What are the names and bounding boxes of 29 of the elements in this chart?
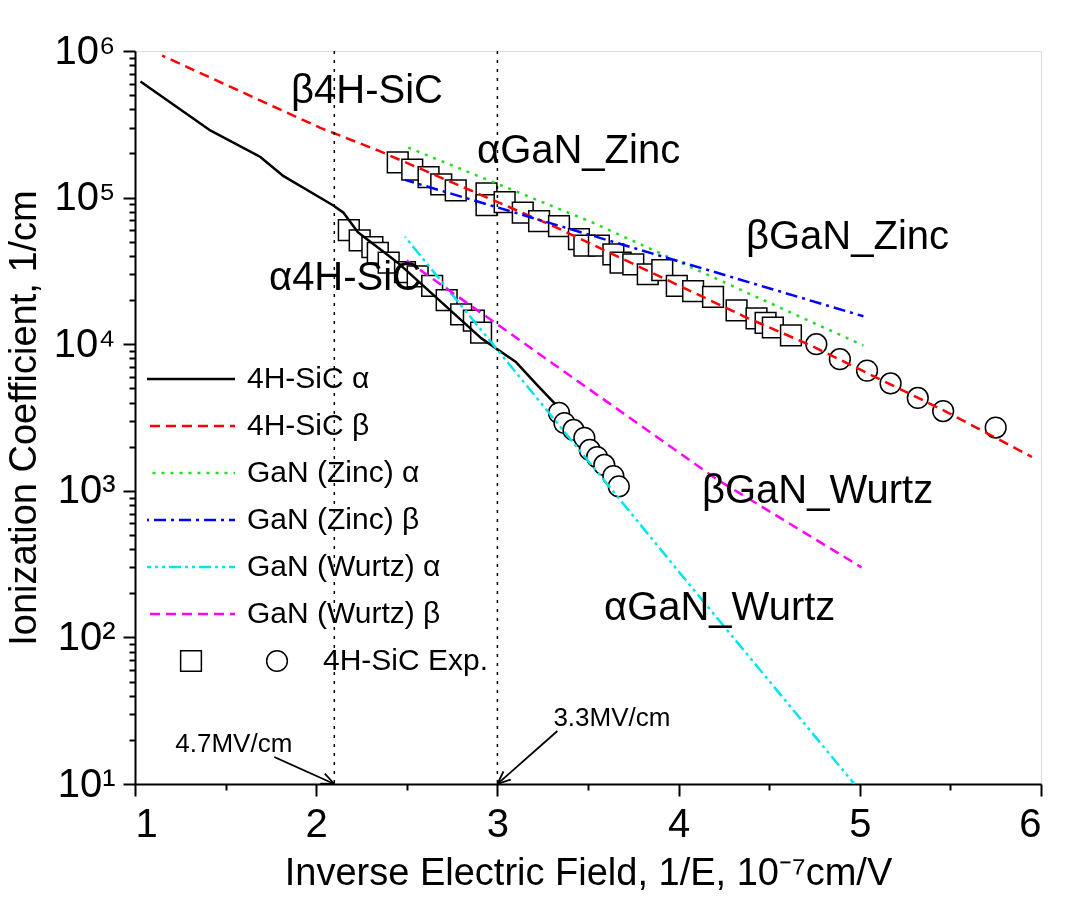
x-tick-label: 3 xyxy=(486,800,510,845)
legend-label: 4H-SiC Exp. xyxy=(323,643,489,676)
y-tick-label: 10³ xyxy=(57,467,116,512)
annotation: βGaN_Zinc xyxy=(746,213,950,257)
legend-label: GaN (Zinc) α xyxy=(247,455,420,488)
y-tick-label: 10⁴ xyxy=(53,320,116,365)
ref-line-label: 3.3MV/cm xyxy=(553,702,671,732)
y-tick-label: 10⁵ xyxy=(54,174,116,219)
x-tick-label: 5 xyxy=(849,800,872,845)
annotation: αGaN_Zinc xyxy=(477,127,681,171)
x-axis-title: Inverse Electric Field, 1/E, 10⁻⁷cm/V xyxy=(284,850,893,893)
annotation: βGaN_Wurtz xyxy=(702,467,934,511)
y-tick-label: 10⁶ xyxy=(54,27,116,72)
y-axis-title: Ionization Coefficient, 1/cm xyxy=(1,190,44,646)
line-series xyxy=(160,54,1034,459)
legend-label: 4H-SiC α xyxy=(247,361,370,394)
legend-label: GaN (Wurtz) α xyxy=(247,549,441,582)
ref-line-label: 4.7MV/cm xyxy=(175,728,293,758)
legend-label: GaN (Wurtz) β xyxy=(247,596,441,629)
x-tick-label: 2 xyxy=(305,800,328,845)
legend-label: GaN (Zinc) β xyxy=(247,502,420,535)
x-tick-label: 1 xyxy=(135,800,158,845)
x-tick-label: 4 xyxy=(667,800,691,845)
y-tick-label: 10² xyxy=(57,613,116,658)
annotation: αGaN_Wurtz xyxy=(604,584,836,628)
annotation: β4H-SiC xyxy=(291,67,443,111)
legend-label: 4H-SiC β xyxy=(247,408,370,441)
x-tick-label: 6 xyxy=(1019,800,1042,845)
y-tick-label: 10¹ xyxy=(57,760,116,805)
